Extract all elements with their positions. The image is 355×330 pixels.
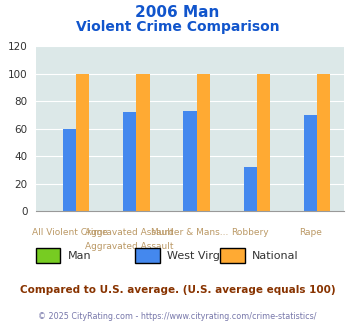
Bar — [197, 74, 210, 211]
Bar — [304, 115, 317, 211]
Bar — [183, 111, 197, 211]
Bar — [257, 74, 270, 211]
Bar — [63, 129, 76, 211]
Bar — [136, 74, 149, 211]
Text: National: National — [252, 251, 299, 261]
Bar — [317, 74, 330, 211]
Text: 2006 Man: 2006 Man — [135, 5, 220, 20]
Text: Man: Man — [67, 251, 91, 261]
Text: Aggravated Assault: Aggravated Assault — [86, 228, 174, 237]
Text: Compared to U.S. average. (U.S. average equals 100): Compared to U.S. average. (U.S. average … — [20, 285, 335, 295]
Text: Murder & Mans...: Murder & Mans... — [151, 228, 229, 237]
Bar — [76, 74, 89, 211]
Text: Violent Crime Comparison: Violent Crime Comparison — [76, 20, 279, 34]
Bar — [123, 112, 136, 211]
Text: © 2025 CityRating.com - https://www.cityrating.com/crime-statistics/: © 2025 CityRating.com - https://www.city… — [38, 312, 317, 321]
Text: All Violent Crime: All Violent Crime — [32, 228, 107, 237]
Text: Rape: Rape — [299, 228, 322, 237]
Text: Aggravated Assault: Aggravated Assault — [86, 242, 174, 251]
Bar — [244, 167, 257, 211]
Text: West Virginia: West Virginia — [167, 251, 240, 261]
Text: Robbery: Robbery — [231, 228, 269, 237]
